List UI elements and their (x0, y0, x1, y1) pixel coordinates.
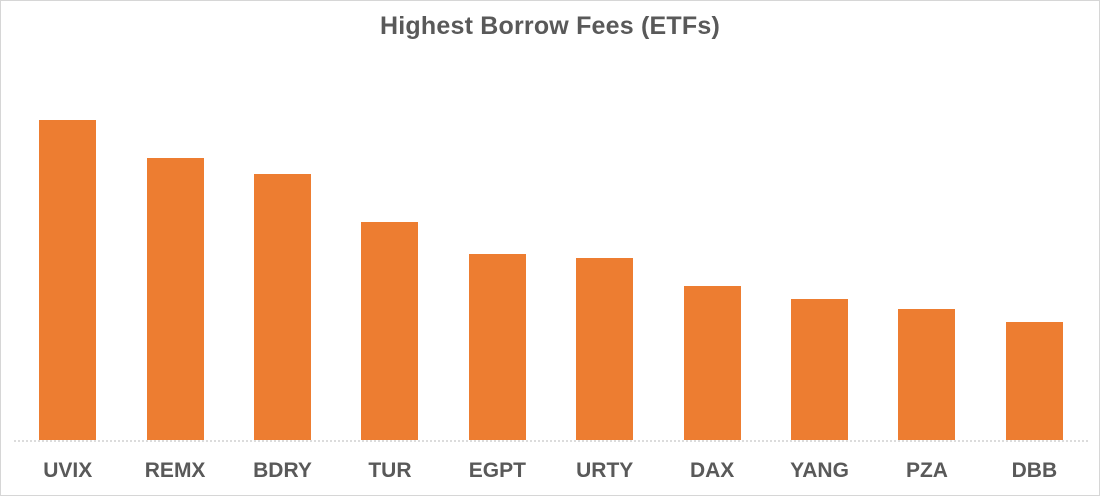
x-tick-label-remx: REMX (144, 459, 206, 482)
bar-egpt (468, 254, 526, 440)
x-tick-label-dax: DAX (689, 459, 735, 482)
plot-area (14, 61, 1088, 442)
bar-slot-remx (121, 61, 228, 440)
x-tick-label-dbb: DBB (1011, 459, 1058, 482)
bar-tur (361, 222, 419, 440)
x-tick-label-yang: YANG (790, 459, 849, 482)
x-tick-label-tur: TUR (368, 459, 412, 482)
x-tick-label-urty: URTY (576, 459, 634, 482)
bar-slot-dbb (981, 61, 1088, 440)
bar-slot-dax (658, 61, 765, 440)
bar-slot-egpt (444, 61, 551, 440)
x-axis: UVIX REMX BDRY TUR EGPT URTY DAX YANG PZA DBB (14, 458, 1088, 484)
bar-slot-uvix (14, 61, 121, 440)
bar-slot-bdry (229, 61, 336, 440)
x-tick-label-bdry: BDRY (253, 459, 312, 482)
bar-dbb (1005, 321, 1063, 440)
bar-slot-urty (551, 61, 658, 440)
x-tick-label-pza: PZA (905, 459, 948, 482)
bar-slot-pza (873, 61, 980, 440)
x-tick-label-egpt: EGPT (468, 459, 526, 482)
bar-slot-tur (336, 61, 443, 440)
bar-urty (576, 257, 634, 440)
bar-yang (791, 299, 848, 440)
chart-title: Highest Borrow Fees (ETFs) (380, 12, 720, 40)
bar-pza (898, 308, 956, 440)
bar-dax (683, 286, 741, 440)
bar-slot-yang (766, 61, 873, 440)
bar-uvix (39, 119, 97, 440)
bar-remx (146, 158, 204, 440)
x-tick-label-uvix: UVIX (43, 459, 93, 482)
bar-bdry (254, 174, 311, 440)
